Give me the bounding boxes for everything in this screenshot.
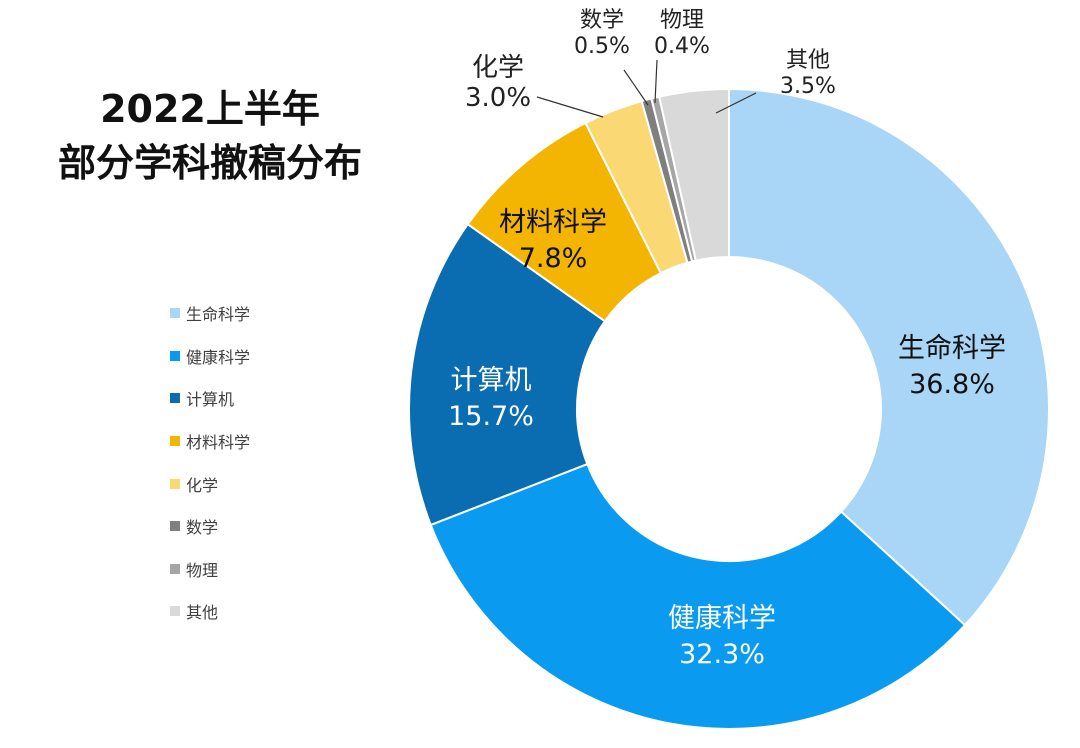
leader-line <box>715 92 757 114</box>
slice-name-label: 数学 <box>580 8 624 33</box>
legend-label: 化学 <box>186 475 219 495</box>
slice-其他 <box>657 87 730 262</box>
slice-value-label: 32.3% <box>679 639 765 670</box>
slice-name-label: 材料科学 <box>499 207 607 238</box>
chart-title-line2: 部分学科撤稿分布 <box>57 141 362 185</box>
slice-value-label: 3.5% <box>780 74 836 99</box>
slice-name-label: 其他 <box>786 48 830 73</box>
slice-name-label: 健康科学 <box>668 603 776 634</box>
leader-line <box>536 96 604 118</box>
leader-line <box>623 69 649 106</box>
legend-swatch <box>170 308 180 319</box>
slice-value-label: 3.0% <box>465 83 531 113</box>
legend-item: 健康科学 <box>170 335 250 378</box>
chart-legend: 生命科学健康科学计算机材料科学化学数学物理其他 <box>170 292 250 633</box>
legend-swatch <box>170 350 180 361</box>
slice-value-label: 36.8% <box>909 369 995 400</box>
legend-label: 其他 <box>186 603 219 623</box>
slice-name-label: 物理 <box>660 8 704 33</box>
slice-name-label: 计算机 <box>451 365 532 396</box>
legend-swatch <box>170 521 180 532</box>
slice-计算机 <box>408 222 607 527</box>
slice-value-label: 0.5% <box>574 34 630 59</box>
chart-title-line1: 2022上半年 <box>100 87 320 131</box>
legend-swatch <box>170 478 180 489</box>
slice-生命科学 <box>728 87 1050 627</box>
legend-swatch <box>170 606 180 617</box>
slice-value-label: 15.7% <box>448 401 534 432</box>
legend-item: 其他 <box>170 590 250 633</box>
legend-label: 数学 <box>186 518 219 538</box>
legend-item: 生命科学 <box>170 292 250 335</box>
slice-value-label: 0.4% <box>654 34 710 59</box>
chart-title: 2022上半年 部分学科撤稿分布 <box>0 82 420 190</box>
slice-name-label: 生命科学 <box>898 333 1006 364</box>
legend-label: 物理 <box>186 560 219 580</box>
leader-line <box>654 59 658 104</box>
legend-item: 数学 <box>170 505 250 548</box>
legend-item: 材料科学 <box>170 420 250 463</box>
legend-label: 计算机 <box>186 390 235 410</box>
slice-name-label: 化学 <box>472 53 524 83</box>
legend-label: 材料科学 <box>186 433 251 453</box>
legend-swatch <box>170 393 180 404</box>
legend-item: 计算机 <box>170 377 250 420</box>
legend-item: 物理 <box>170 548 250 591</box>
legend-swatch <box>170 436 180 447</box>
legend-label: 健康科学 <box>186 347 251 367</box>
legend-label: 生命科学 <box>186 305 251 325</box>
slice-value-label: 7.8% <box>519 243 588 274</box>
slice-健康科学 <box>429 462 967 730</box>
legend-swatch <box>170 563 180 574</box>
legend-item: 化学 <box>170 462 250 505</box>
